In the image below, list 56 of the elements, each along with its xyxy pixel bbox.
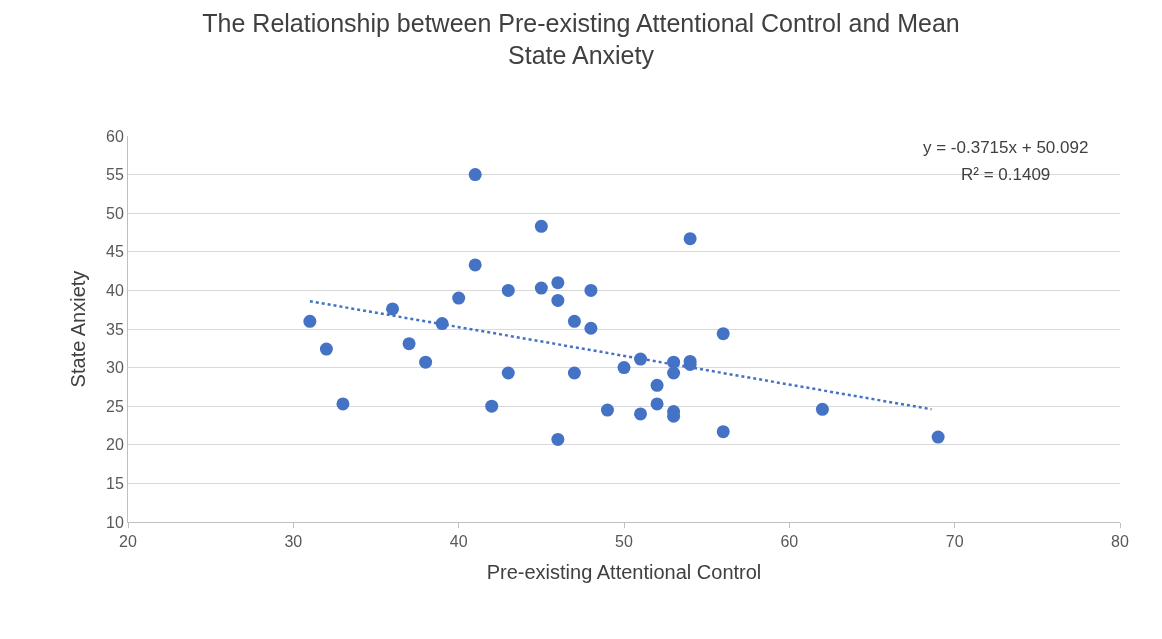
annotation: y = -0.3715x + 50.092 [923,138,1089,157]
point [584,321,598,335]
point [386,302,400,316]
x-axis-title: Pre-existing Attentional Control [486,560,762,583]
y-tick-label: 35 [106,320,124,338]
point [303,314,317,328]
y-tick-label: 55 [106,166,124,184]
y-tick-label: 45 [106,243,124,261]
x-tick-label: 80 [1111,533,1129,551]
chart-title: The Relationship between Pre-existing Attentional Control and Mean State Anxiety [202,8,960,70]
x-tick-label: 70 [945,533,964,551]
point [551,432,565,446]
x-tick-label: 40 [449,533,468,551]
point [617,361,631,375]
y-tick-label: 40 [106,282,124,299]
y-tick-label: 30 [106,359,124,377]
point [452,291,466,305]
y-tick-label: 10 [106,513,124,531]
point [600,403,614,417]
point [683,232,697,246]
point [468,168,482,182]
y-tick-label: 25 [106,397,124,415]
point [419,355,433,369]
point [931,430,945,444]
point [716,425,730,439]
point [534,281,548,295]
x-tick-label: 20 [119,533,137,551]
point [485,399,499,413]
point [501,283,515,297]
annotation: R² = 0.1409 [961,165,1051,184]
point [402,337,416,351]
point [336,397,350,411]
y-tick-label: 20 [106,436,124,454]
x-tick-label: 60 [780,533,799,551]
point [634,352,648,366]
point [667,366,681,380]
point [584,283,598,297]
point [501,366,515,380]
point [567,366,581,380]
point [534,219,548,233]
point [567,314,581,328]
y-axis-title: State Anxiety [66,270,89,388]
x-tick-label: 30 [284,533,303,551]
point [634,407,648,421]
point [468,258,482,272]
point [650,378,664,392]
point [716,327,730,341]
point [319,342,333,356]
y-tick-label: 15 [106,475,124,492]
point [551,276,565,290]
point [551,293,565,307]
point [815,402,829,416]
point [650,397,664,411]
y-tick-label: 60 [106,127,124,145]
x-tick-label: 50 [615,533,633,551]
y-tick-label: 50 [106,204,124,222]
